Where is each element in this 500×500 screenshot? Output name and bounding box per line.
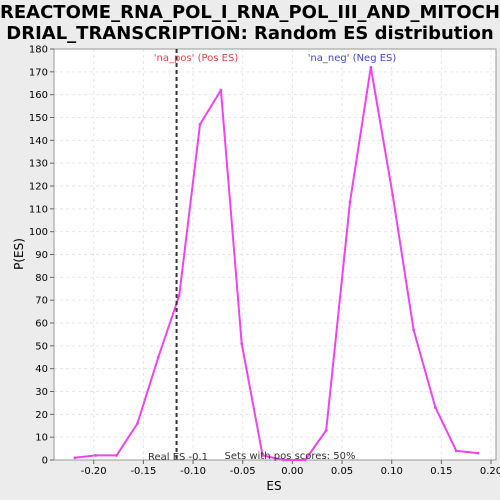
data-point [303,458,307,462]
data-point [391,193,395,197]
x-tick-label: 0.05 [331,466,353,477]
data-point [261,454,264,457]
na-pos-label: 'na_pos' (Pos ES) [154,53,239,64]
y-axis: 0 10 20 30 40 50 60 70 80 90 100 110 120 130 140 150 160… [29,45,54,467]
data-point [476,451,480,455]
y-axis-label: P(ES) [12,238,26,270]
data-point [348,200,352,204]
data-point [454,449,458,453]
x-tick-label: 0.20 [480,466,500,477]
y-tick-label: 130 [29,159,48,170]
y-tick-label: 70 [35,296,48,307]
y-tick-label: 40 [35,364,48,375]
sets-pos-scores-label: Sets with pos scores: 50% [225,451,356,462]
x-tick-label: -0.10 [180,466,206,477]
data-point [219,88,223,92]
y-tick-label: 180 [29,45,48,56]
y-tick-label: 160 [29,90,48,101]
y-tick-label: 170 [29,67,48,78]
y-tick-label: 0 [42,456,48,467]
y-tick-label: 80 [35,273,48,284]
y-tick-label: 150 [29,113,48,124]
series-group [73,65,480,462]
y-tick-label: 10 [35,433,48,444]
na-neg-label: 'na_neg' (Neg ES) [308,53,397,64]
y-tick-label: 110 [29,204,48,215]
x-tick-label: 0.15 [430,466,452,477]
data-point [177,294,181,297]
grid-lines [54,48,496,461]
x-tick-label: -0.20 [81,466,107,477]
x-tick-label: -0.15 [130,466,156,477]
data-point [282,458,285,462]
x-axis: -0.20 -0.15 -0.10 -0.05 0.00 0.05 0.10 0.15 0.20 [81,460,500,477]
x-tick-label: -0.05 [230,466,256,477]
data-point [156,355,160,359]
data-point [369,65,373,69]
es-distribution-line [74,66,479,461]
y-tick-label: 50 [35,341,48,352]
data-point [136,422,139,425]
y-tick-label: 30 [35,387,48,398]
x-axis-label: ES [266,479,281,493]
data-point [115,454,118,457]
data-point [73,456,77,460]
data-point [240,342,244,345]
y-tick-label: 60 [35,319,48,330]
x-tick-label: 0.10 [381,466,403,477]
chart-title-line-2: DRIAL_TRANSCRIPTION: Random ES distribut… [6,23,494,44]
data-point [324,428,328,432]
data-point [94,454,98,457]
data-point [198,122,202,126]
y-tick-label: 140 [29,136,48,147]
x-tick-label: 0.00 [281,466,303,477]
chart-title: REACTOME_RNA_POL_I_RNA_POL_III_AND_MITOC… [0,2,500,44]
y-tick-label: 90 [35,250,48,261]
y-tick-label: 100 [29,227,48,238]
data-point [434,406,437,409]
y-tick-label: 20 [35,410,48,421]
data-point [412,328,415,332]
y-tick-label: 120 [29,182,48,193]
chart-title-line-1: REACTOME_RNA_POL_I_RNA_POL_III_AND_MITOC… [0,2,500,23]
real-es-label: Real ES -0.1 [148,452,208,463]
